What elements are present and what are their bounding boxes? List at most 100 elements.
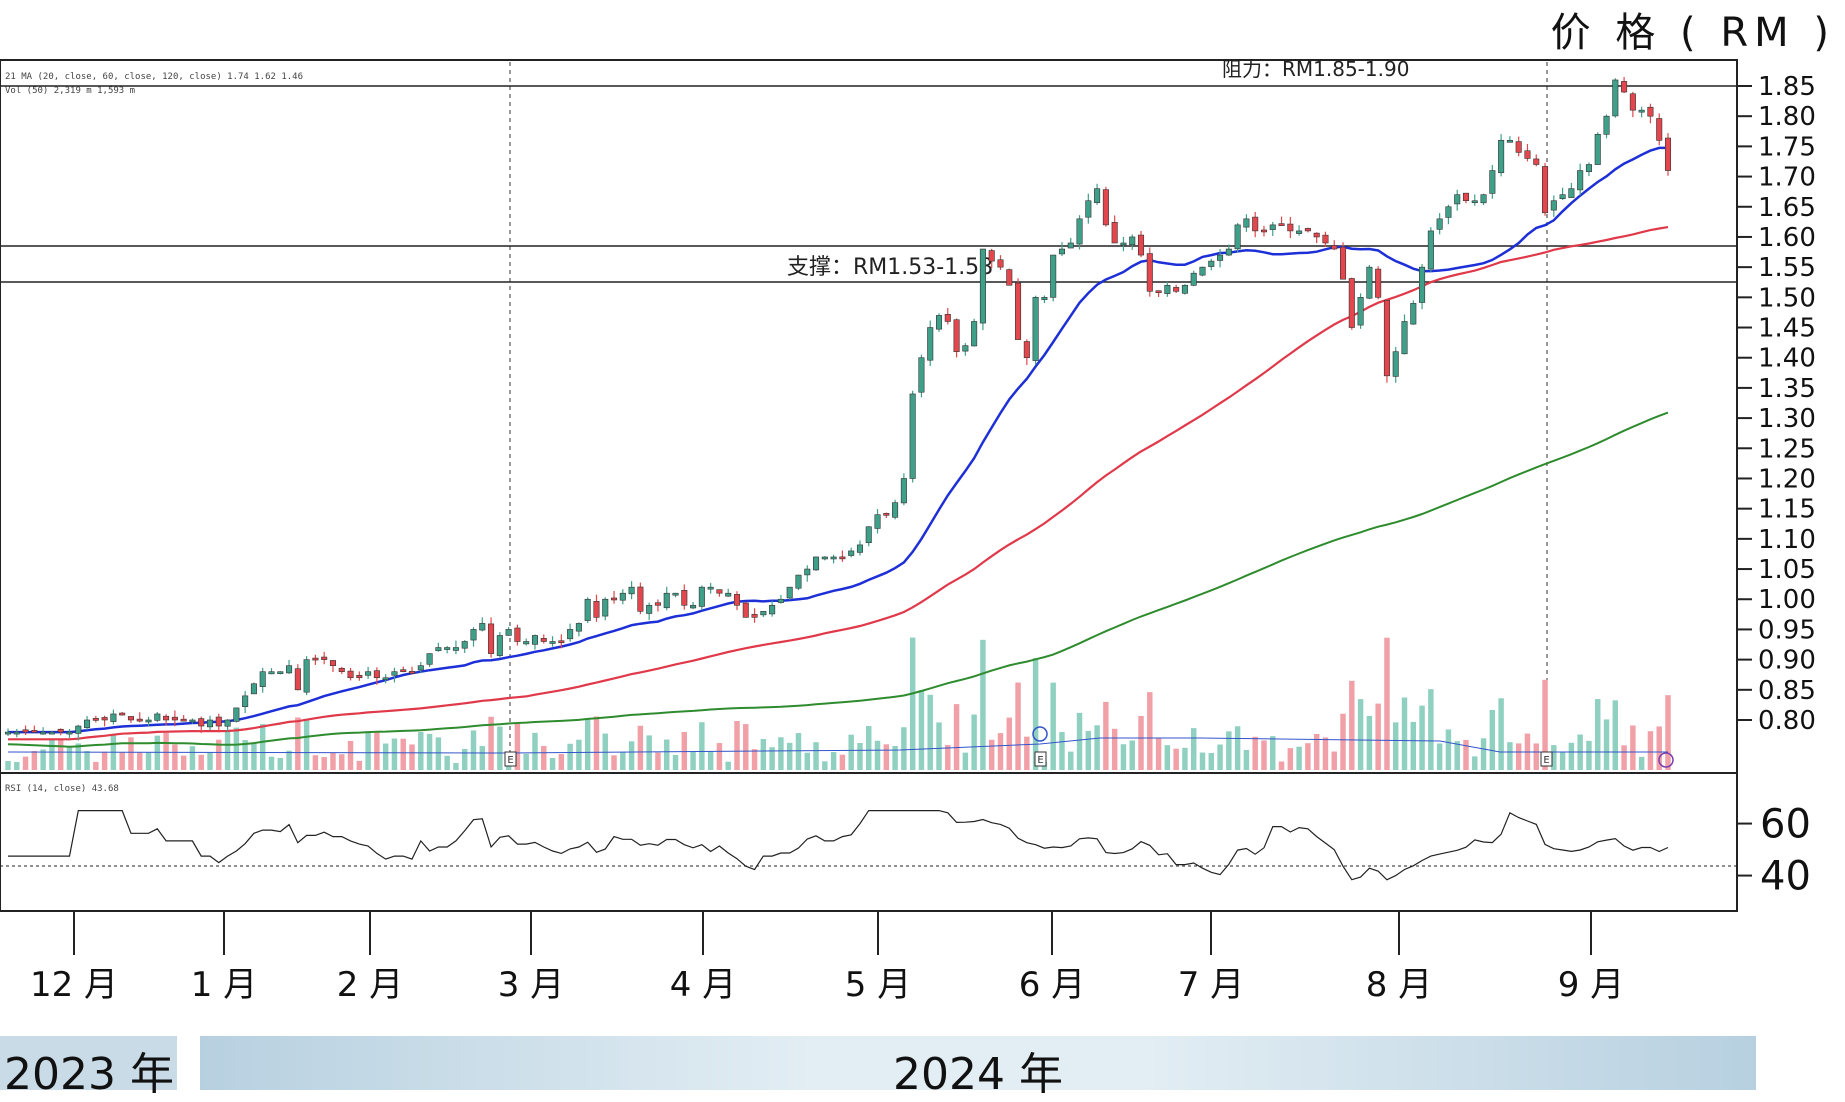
volume-bar (1234, 726, 1241, 770)
candle-body (1111, 222, 1118, 244)
volume-bar (1463, 739, 1469, 770)
volume-bar (857, 743, 863, 770)
candle-body (31, 730, 38, 733)
candle-body (874, 514, 881, 529)
price-tick-label: 1.30 (1758, 404, 1816, 434)
volume-bar (1603, 719, 1610, 770)
earnings-marker: E (1034, 751, 1047, 767)
candle-body (1489, 170, 1496, 194)
candle-body (1524, 150, 1531, 159)
candle-body (856, 544, 863, 553)
volume-bar (1436, 743, 1443, 770)
candle-body (1436, 218, 1443, 230)
candle-body (171, 716, 178, 721)
price-tick-label: 1.10 (1758, 525, 1816, 555)
volume-bar (1226, 731, 1232, 770)
volume-bar (330, 752, 336, 770)
volume-bar (1199, 752, 1206, 770)
volume-bar (672, 754, 679, 770)
volume-bar (259, 724, 266, 770)
earnings-marker: E (504, 751, 517, 767)
candle-body (496, 635, 503, 656)
candle-body (92, 718, 99, 721)
volume-bar (1445, 729, 1452, 770)
candle-body (1260, 229, 1268, 233)
candle-body (224, 719, 231, 727)
candle-body (1340, 246, 1347, 280)
candle-body (57, 728, 64, 733)
candle-body (365, 671, 372, 676)
candle-body (505, 629, 512, 636)
candle-body (1296, 230, 1303, 234)
volume-bar (1489, 710, 1496, 770)
candle-body (707, 586, 714, 590)
candle-body (1287, 223, 1294, 232)
candle-body (927, 327, 934, 361)
candle-body (198, 718, 205, 727)
candle-body (540, 638, 547, 642)
volume-bar (1551, 745, 1557, 770)
volume-bar (479, 746, 486, 770)
volume-bar (936, 722, 942, 770)
candle-body (953, 319, 960, 352)
volume-bar (137, 752, 143, 770)
volume-bar (189, 746, 196, 770)
candle-body (1173, 287, 1180, 292)
volume-bar (778, 737, 784, 770)
volume-bar (101, 751, 108, 770)
candle-body (4, 731, 12, 735)
volume-bar (180, 755, 187, 770)
month-axis-ticks: 12 月 1 月 2 月 3 月 4 月 5 月 6 月 7 月 8 月 9 月 (30, 911, 1624, 1005)
price-tick-label: 0.80 (1758, 706, 1816, 736)
candle-body (435, 647, 442, 651)
volume-bar (461, 748, 468, 770)
candle-body (1067, 242, 1074, 249)
candle-body (918, 357, 925, 393)
candle-body (514, 627, 521, 642)
volume-bar (927, 694, 933, 770)
month-tick-label: 9 月 (1558, 965, 1624, 1005)
candle-body (663, 592, 670, 609)
moving-averages (7, 146, 1669, 754)
candle-body (1480, 194, 1487, 204)
month-tick-label: 6 月 (1019, 965, 1085, 1005)
candle-body (1621, 81, 1628, 93)
volume-bar (523, 753, 529, 770)
volume-bar (1507, 742, 1513, 770)
candle-body (356, 674, 363, 679)
volume-bar (391, 738, 398, 770)
candle-body (426, 653, 433, 665)
dividend-marker-icon (1032, 726, 1048, 742)
volume-bar (5, 760, 11, 770)
volume-bar (716, 743, 723, 770)
candle-body (962, 345, 969, 352)
volume-bar (1428, 689, 1434, 770)
volume-bar (277, 758, 283, 770)
volume-bar (1243, 749, 1250, 770)
candle-body (1322, 234, 1329, 244)
volume-bar (541, 746, 547, 770)
volume-bar (1595, 699, 1601, 770)
volume-bar (426, 733, 433, 770)
volume-bar (1533, 743, 1539, 770)
candle-body (1454, 194, 1461, 205)
volume-bar (172, 744, 178, 770)
volume-bar (57, 739, 64, 770)
candle-body (461, 641, 468, 649)
candle-body (110, 713, 117, 722)
candle-body (769, 604, 776, 615)
candle-body (1419, 266, 1426, 303)
volume-bar (751, 749, 758, 770)
candle-body (619, 592, 626, 601)
volume-bar (532, 732, 538, 770)
volume-bar (1173, 748, 1179, 770)
volume-bar (488, 716, 494, 770)
candle-body (286, 665, 293, 674)
volume-bar (40, 749, 46, 770)
candle-body (690, 604, 697, 609)
volume-bar (822, 761, 828, 770)
month-tick-label: 12 月 (30, 965, 118, 1005)
candle-body (979, 248, 986, 324)
volume-bar (1006, 717, 1012, 770)
candle-body (777, 598, 784, 603)
